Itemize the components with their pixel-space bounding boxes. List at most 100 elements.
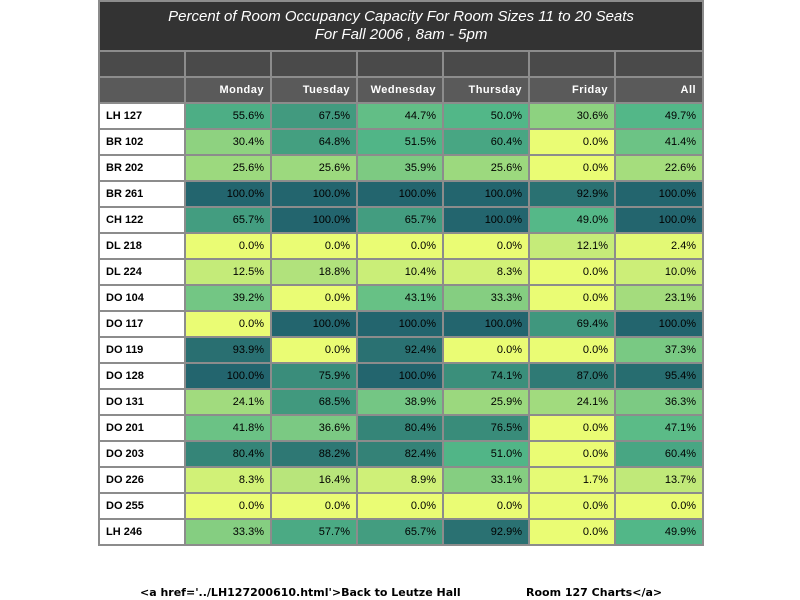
occupancy-value-cell: 0.0% [528, 284, 616, 312]
occupancy-value-cell: 100.0% [184, 362, 272, 390]
occupancy-value-cell: 100.0% [442, 180, 530, 208]
occupancy-value-cell: 12.5% [184, 258, 272, 286]
occupancy-value-cell: 24.1% [528, 388, 616, 416]
occupancy-value-cell: 8.9% [356, 466, 444, 494]
occupancy-value-cell: 0.0% [528, 154, 616, 182]
occupancy-value-cell: 100.0% [270, 310, 358, 338]
occupancy-value-cell: 0.0% [528, 492, 616, 520]
occupancy-value-cell: 0.0% [442, 232, 530, 260]
header-spacer-row [98, 50, 705, 78]
occupancy-value-cell: 0.0% [184, 492, 272, 520]
occupancy-value-cell: 76.5% [442, 414, 530, 442]
occupancy-value-cell: 74.1% [442, 362, 530, 390]
table-row: DL 218 0.0% 0.0% 0.0% 0.0% 12.1% 2.4% [98, 232, 705, 260]
occupancy-value-cell: 51.0% [442, 440, 530, 468]
occupancy-value-cell: 64.8% [270, 128, 358, 156]
occupancy-value-cell: 44.7% [356, 102, 444, 130]
room-name-cell: DL 218 [98, 232, 186, 260]
table-row: LH 246 33.3% 57.7% 65.7% 92.9% 0.0% 49.9% [98, 518, 705, 546]
table-row: DL 224 12.5% 18.8% 10.4% 8.3% 0.0% 10.0% [98, 258, 705, 286]
occupancy-value-cell: 51.5% [356, 128, 444, 156]
table-row: DO 119 93.9% 0.0% 92.4% 0.0% 0.0% 37.3% [98, 336, 705, 364]
table-row: DO 201 41.8% 36.6% 80.4% 76.5% 0.0% 47.1% [98, 414, 705, 442]
occupancy-value-cell: 0.0% [184, 310, 272, 338]
occupancy-value-cell: 0.0% [270, 232, 358, 260]
occupancy-value-cell: 8.3% [442, 258, 530, 286]
occupancy-value-cell: 33.1% [442, 466, 530, 494]
occupancy-value-cell: 10.0% [613, 258, 705, 286]
occupancy-value-cell: 88.2% [270, 440, 358, 468]
table-row: DO 255 0.0% 0.0% 0.0% 0.0% 0.0% 0.0% [98, 492, 705, 520]
room-name-cell: CH 122 [98, 206, 186, 234]
occupancy-value-cell: 25.6% [270, 154, 358, 182]
occupancy-value-cell: 100.0% [356, 362, 444, 390]
room-charts-link-text[interactable]: Room 127 Charts</a> [526, 586, 663, 599]
header-spacer-cell [184, 50, 272, 78]
header-corner-cell [98, 76, 186, 104]
occupancy-value-cell: 0.0% [270, 284, 358, 312]
occupancy-value-cell: 100.0% [356, 310, 444, 338]
title-line-2: For Fall 2006 , 8am - 5pm [314, 26, 488, 43]
occupancy-value-cell: 25.6% [184, 154, 272, 182]
occupancy-value-cell: 24.1% [184, 388, 272, 416]
report-title: Percent of Room Occupancy Capacity For R… [97, 0, 705, 52]
occupancy-value-cell: 80.4% [356, 414, 444, 442]
occupancy-value-cell: 68.5% [270, 388, 358, 416]
back-link-text[interactable]: <a href='../LH127200610.html'>Back to Le… [140, 586, 461, 599]
occupancy-value-cell: 65.7% [184, 206, 272, 234]
table-row: DO 117 0.0% 100.0% 100.0% 100.0% 69.4% 100.0% [98, 310, 705, 338]
room-name-cell: DO 131 [98, 388, 186, 416]
table-row: DO 128 100.0% 75.9% 100.0% 74.1% 87.0% 95.4% [98, 362, 705, 390]
occupancy-value-cell: 69.4% [528, 310, 616, 338]
table-row: DO 226 8.3% 16.4% 8.9% 33.1% 1.7% 13.7% [98, 466, 705, 494]
room-name-cell: BR 261 [98, 180, 186, 208]
occupancy-value-cell: 0.0% [528, 414, 616, 442]
header-spacer-cell [270, 50, 358, 78]
occupancy-value-cell: 23.1% [613, 284, 705, 312]
occupancy-value-cell: 100.0% [613, 206, 705, 234]
occupancy-value-cell: 13.7% [613, 466, 705, 494]
occupancy-value-cell: 87.0% [528, 362, 616, 390]
table-row: BR 261 100.0% 100.0% 100.0% 100.0% 92.9% 100.0… [98, 180, 705, 208]
occupancy-value-cell: 12.1% [528, 232, 616, 260]
occupancy-value-cell: 22.6% [613, 154, 705, 182]
occupancy-value-cell: 33.3% [184, 518, 272, 546]
column-header-tuesday: Tuesday [270, 76, 358, 104]
occupancy-value-cell: 43.1% [356, 284, 444, 312]
occupancy-value-cell: 49.0% [528, 206, 616, 234]
header-spacer-cell [442, 50, 530, 78]
occupancy-value-cell: 93.9% [184, 336, 272, 364]
room-name-cell: LH 246 [98, 518, 186, 546]
occupancy-value-cell: 0.0% [528, 440, 616, 468]
occupancy-value-cell: 60.4% [613, 440, 705, 468]
occupancy-value-cell: 0.0% [184, 232, 272, 260]
column-header-row: Monday Tuesday Wednesday Thursday Friday All [98, 76, 705, 104]
occupancy-value-cell: 0.0% [270, 492, 358, 520]
occupancy-value-cell: 25.9% [442, 388, 530, 416]
occupancy-value-cell: 1.7% [528, 466, 616, 494]
occupancy-value-cell: 0.0% [528, 258, 616, 286]
occupancy-value-cell: 0.0% [270, 336, 358, 364]
table-row: LH 127 55.6% 67.5% 44.7% 50.0% 30.6% 49.7% [98, 102, 705, 130]
occupancy-value-cell: 0.0% [442, 336, 530, 364]
room-name-cell: DO 119 [98, 336, 186, 364]
occupancy-value-cell: 25.6% [442, 154, 530, 182]
occupancy-value-cell: 60.4% [442, 128, 530, 156]
occupancy-value-cell: 92.9% [528, 180, 616, 208]
occupancy-value-cell: 100.0% [442, 206, 530, 234]
occupancy-value-cell: 100.0% [356, 180, 444, 208]
occupancy-value-cell: 92.4% [356, 336, 444, 364]
occupancy-value-cell: 100.0% [270, 206, 358, 234]
occupancy-value-cell: 36.3% [613, 388, 705, 416]
header-spacer-cell [613, 50, 705, 78]
room-name-cell: DO 203 [98, 440, 186, 468]
occupancy-value-cell: 50.0% [442, 102, 530, 130]
room-name-cell: DO 201 [98, 414, 186, 442]
occupancy-value-cell: 18.8% [270, 258, 358, 286]
occupancy-value-cell: 10.4% [356, 258, 444, 286]
column-header-thursday: Thursday [442, 76, 530, 104]
occupancy-value-cell: 39.2% [184, 284, 272, 312]
occupancy-value-cell: 100.0% [270, 180, 358, 208]
table-row: DO 203 80.4% 88.2% 82.4% 51.0% 0.0% 60.4% [98, 440, 705, 468]
room-name-cell: BR 202 [98, 154, 186, 182]
